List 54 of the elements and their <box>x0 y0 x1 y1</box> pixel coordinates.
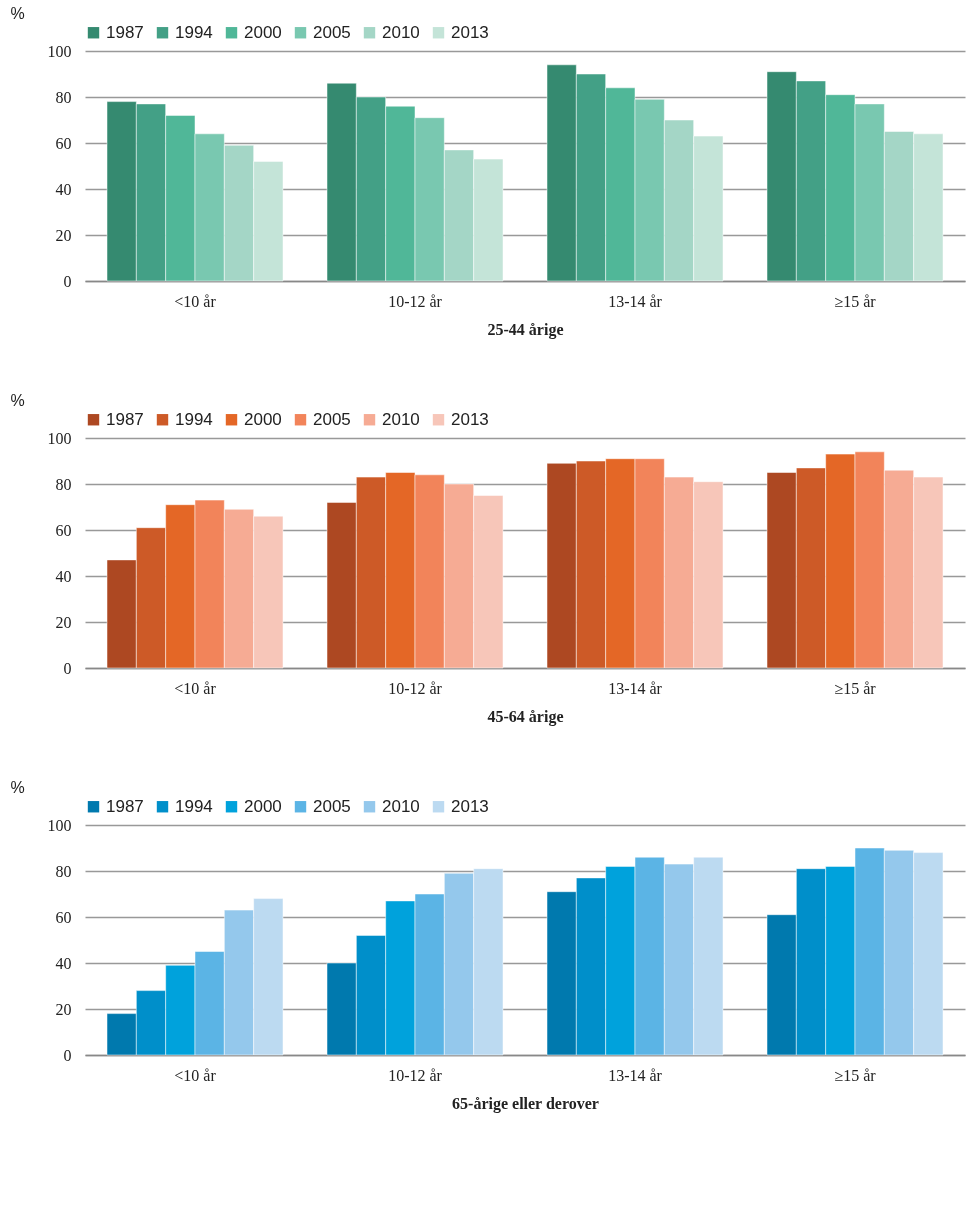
x-tick-label: ≥15 år <box>834 1066 877 1084</box>
y-tick-label: 100 <box>47 429 72 447</box>
y-axis-title: % <box>10 391 25 409</box>
y-tick-label: 0 <box>63 272 72 290</box>
y-axis-title: % <box>10 778 25 796</box>
legend-label: 1987 <box>106 409 144 429</box>
y-tick-label: 0 <box>63 659 72 677</box>
legend-label: 2005 <box>313 409 351 429</box>
x-axis-title: 45-64 årige <box>487 707 564 726</box>
y-tick-label: 80 <box>55 475 72 493</box>
y-tick-label: 0 <box>63 1046 72 1064</box>
y-tick-label: 100 <box>47 42 72 60</box>
x-tick-label: 10-12 år <box>388 1066 443 1084</box>
x-tick-label: 10-12 år <box>388 292 443 310</box>
x-axis-title: 65-årige eller derover <box>452 1094 599 1113</box>
y-tick-label: 20 <box>55 613 72 631</box>
y-tick-label: 40 <box>55 954 72 972</box>
legend-label: 2000 <box>244 22 282 42</box>
x-axis-title: 25-44 årige <box>487 320 564 339</box>
y-tick-label: 60 <box>55 521 72 539</box>
y-tick-label: 20 <box>55 226 72 244</box>
x-tick-label: ≥15 år <box>834 679 877 697</box>
x-tick-label: 10-12 år <box>388 679 443 697</box>
x-tick-label: <10 år <box>174 679 217 697</box>
y-tick-label: 40 <box>55 180 72 198</box>
legend-label: 2013 <box>451 409 489 429</box>
y-tick-label: 60 <box>55 134 72 152</box>
x-tick-label: 13-14 år <box>608 292 663 310</box>
legend-label: 2005 <box>313 22 351 42</box>
legend-label: 2000 <box>244 409 282 429</box>
legend-label: 1994 <box>175 22 213 42</box>
x-tick-label: 13-14 år <box>608 1066 663 1084</box>
x-tick-label: <10 år <box>174 1066 217 1084</box>
legend-label: 2010 <box>382 22 420 42</box>
y-tick-label: 80 <box>55 88 72 106</box>
legend-label: 2013 <box>451 22 489 42</box>
legend-label: 1987 <box>106 796 144 816</box>
legend-label: 2005 <box>313 796 351 816</box>
legend-label: 2013 <box>451 796 489 816</box>
y-tick-label: 20 <box>55 1000 72 1018</box>
x-tick-label: 13-14 år <box>608 679 663 697</box>
y-tick-label: 80 <box>55 862 72 880</box>
legend-label: 2010 <box>382 796 420 816</box>
x-tick-label: ≥15 år <box>834 292 877 310</box>
legend-label: 1994 <box>175 796 213 816</box>
legend-label: 1987 <box>106 22 144 42</box>
legend-label: 1994 <box>175 409 213 429</box>
y-tick-label: 100 <box>47 816 72 834</box>
legend-label: 2010 <box>382 409 420 429</box>
y-axis-title: % <box>10 4 25 22</box>
legend-label: 2000 <box>244 796 282 816</box>
x-tick-label: <10 år <box>174 292 217 310</box>
y-tick-label: 40 <box>55 567 72 585</box>
y-tick-label: 60 <box>55 908 72 926</box>
